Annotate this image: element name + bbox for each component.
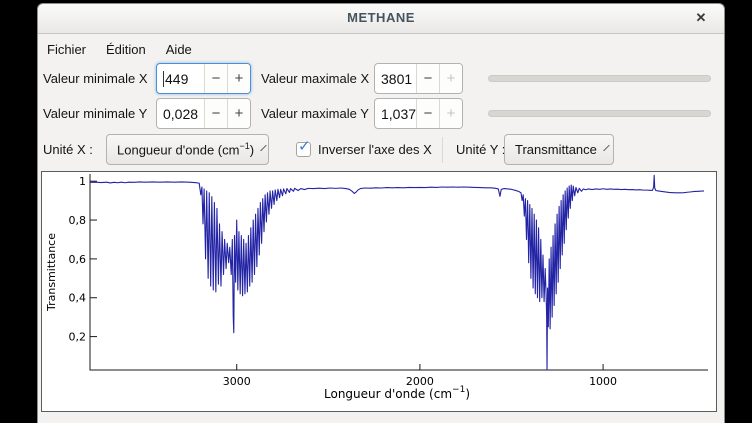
spectrum-chart[interactable]: 1 0,8 0,6 0,4 0,2 3000 2000 1000 Transmittance Lo…: [41, 171, 717, 412]
min-y-decrement-button[interactable]: −: [204, 99, 227, 128]
min-y-label: Valeur minimale Y: [43, 106, 148, 121]
svg-text:0,4: 0,4: [69, 292, 87, 305]
menu-bar: Fichier Édition Aide: [38, 34, 724, 63]
chevron-down-icon: [603, 144, 610, 151]
svg-text:3000: 3000: [223, 375, 251, 388]
max-y-label: Valeur maximale Y: [261, 106, 369, 121]
max-y-spinbox: 1,037 − +: [374, 98, 463, 129]
x-range-slider[interactable]: [488, 75, 711, 82]
svg-text:1000: 1000: [589, 375, 617, 388]
vertical-separator: [442, 137, 443, 163]
menu-item-edition[interactable]: Édition: [106, 42, 146, 57]
window-title: METHANE: [347, 10, 415, 25]
invert-x-label[interactable]: Inverser l'axe des X: [318, 142, 432, 157]
min-y-input[interactable]: 0,028: [163, 105, 199, 122]
max-y-input[interactable]: 1,037: [381, 105, 417, 122]
svg-text:0,6: 0,6: [69, 253, 87, 266]
spectrum-svg: 1 0,8 0,6 0,4 0,2 3000 2000 1000 Transmittance Lo…: [45, 174, 708, 401]
max-x-increment-button[interactable]: +: [439, 64, 462, 93]
max-x-spinbox: 3801 − +: [374, 63, 463, 94]
max-x-input[interactable]: 3801: [381, 70, 413, 87]
methane-window: METHANE ✕ Fichier Édition Aide Valeur mi…: [37, 3, 725, 423]
text-caret: [163, 70, 164, 87]
checkmark-icon: ✓: [298, 137, 311, 155]
unit-y-label: Unité Y :: [456, 142, 506, 157]
menu-item-aide[interactable]: Aide: [165, 42, 192, 57]
unit-x-dropdown[interactable]: Longueur d'onde (cm−1): [106, 134, 269, 165]
min-x-spinbox: 449 − +: [156, 63, 251, 94]
max-x-decrement-button[interactable]: −: [416, 64, 439, 93]
svg-text:0,8: 0,8: [69, 214, 87, 227]
min-y-spinbox: 0,028 − +: [156, 98, 251, 129]
svg-text:0,2: 0,2: [69, 331, 87, 344]
min-x-label: Valeur minimale X: [43, 71, 148, 86]
unit-x-label: Unité X :: [43, 142, 93, 157]
svg-text:2000: 2000: [406, 375, 434, 388]
max-y-increment-button[interactable]: +: [439, 99, 462, 128]
min-x-input[interactable]: 449: [163, 70, 189, 87]
min-y-increment-button[interactable]: +: [227, 99, 250, 128]
min-x-increment-button[interactable]: +: [227, 64, 250, 93]
y-range-slider[interactable]: [488, 110, 711, 117]
svg-text:Transmittance: Transmittance: [45, 233, 58, 312]
invert-x-checkbox[interactable]: ✓: [296, 137, 311, 157]
chevron-down-icon: [260, 144, 267, 151]
unit-y-dropdown[interactable]: Transmittance: [504, 134, 614, 165]
min-x-decrement-button[interactable]: −: [204, 64, 227, 93]
menu-item-fichier[interactable]: Fichier: [47, 42, 87, 57]
svg-text:Longueur d'onde (cm−1): Longueur d'onde (cm−1): [324, 385, 470, 401]
max-y-decrement-button[interactable]: −: [416, 99, 440, 128]
title-bar[interactable]: METHANE ✕: [38, 4, 724, 34]
svg-text:1: 1: [79, 175, 86, 188]
close-icon[interactable]: ✕: [695, 10, 707, 25]
max-x-label: Valeur maximale X: [261, 71, 370, 86]
